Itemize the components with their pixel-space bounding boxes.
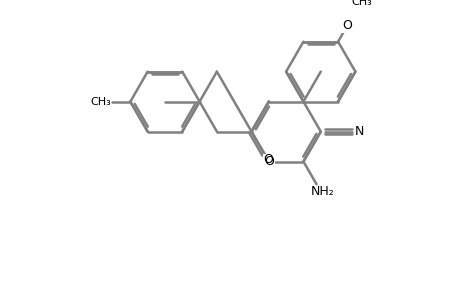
Text: CH₃: CH₃ — [90, 97, 111, 106]
Text: CH₃: CH₃ — [350, 0, 371, 7]
Text: NH₂: NH₂ — [310, 185, 333, 198]
Text: N: N — [354, 125, 363, 138]
Text: O: O — [342, 19, 352, 32]
Text: O: O — [263, 155, 273, 168]
Text: O: O — [263, 153, 273, 167]
